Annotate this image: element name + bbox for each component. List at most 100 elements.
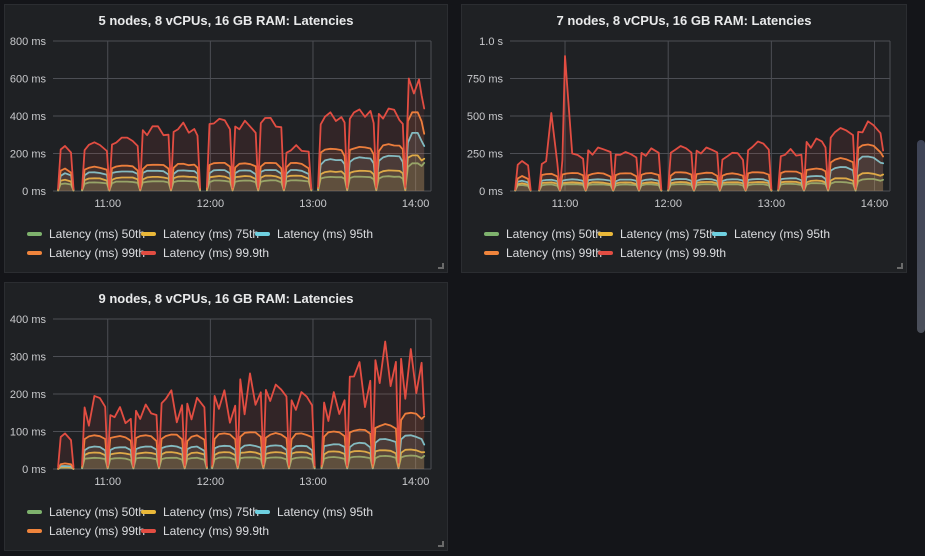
y-tick-label: 600 ms [10, 74, 47, 86]
panel-title[interactable]: 7 nodes, 8 vCPUs, 16 GB RAM: Latencies [556, 13, 812, 28]
x-tick-label: 11:00 [94, 198, 121, 210]
series-p999-line[interactable] [206, 117, 313, 190]
series-p99-line[interactable] [320, 411, 426, 468]
series-p99-line[interactable] [57, 167, 75, 191]
y-tick-label: 1.0 s [479, 36, 503, 48]
series-p99-line[interactable] [211, 431, 316, 469]
series-p999-line[interactable] [538, 55, 663, 191]
series-p999-fill [321, 341, 425, 469]
panel-resize-handle-icon[interactable] [436, 539, 445, 548]
legend-swatch-icon [27, 528, 42, 533]
series-p999-fill [82, 390, 207, 469]
legend-label: Latency (ms) 75th [163, 226, 260, 241]
series-p99-fill [318, 112, 425, 191]
x-tick-label: 14:00 [861, 198, 889, 210]
series-p999-line[interactable] [81, 121, 201, 190]
legend-swatch-icon [27, 250, 42, 255]
series-p999-line[interactable] [57, 145, 75, 190]
series-p999-line[interactable] [320, 340, 426, 467]
legend-item-p95[interactable]: Latency (ms) 95th [255, 224, 373, 243]
legend-label: Latency (ms) 99.9th [163, 245, 270, 260]
series-p999-fill [778, 121, 884, 191]
x-tick-label: 11:00 [552, 198, 579, 210]
legend: Latency (ms) 50th Latency (ms) 75th Late… [484, 224, 906, 262]
y-tick-label: 0 ms [22, 464, 46, 476]
legend-item-p50[interactable]: Latency (ms) 50th [484, 224, 602, 243]
series-p99-line[interactable] [667, 171, 773, 191]
series-p95-fill [58, 173, 74, 191]
series-p95-fill [539, 179, 662, 191]
series-p999-line[interactable] [777, 120, 884, 190]
latency-chart[interactable]: 0 ms 200 ms 400 ms 600 ms 800 ms 11:00 12:00 13… [7, 33, 443, 215]
series-p99-line[interactable] [206, 162, 313, 191]
legend-item-p999[interactable]: Latency (ms) 99.9th [598, 243, 726, 262]
series-p999-line[interactable] [667, 140, 773, 190]
series-p99-line[interactable] [81, 162, 201, 191]
legend-item-p50[interactable]: Latency (ms) 50th [27, 224, 145, 243]
series-p95-fill [515, 180, 531, 191]
legend-swatch-icon [484, 250, 499, 255]
legend-swatch-icon [255, 231, 270, 236]
series-p75-fill [321, 449, 425, 469]
legend-swatch-icon [141, 250, 156, 255]
series-p99-line[interactable] [777, 143, 884, 191]
scrollbar-thumb[interactable] [917, 140, 925, 333]
legend-item-p50[interactable]: Latency (ms) 50th [27, 502, 145, 521]
series-p999-line[interactable] [317, 77, 426, 188]
series-p999-line[interactable] [81, 389, 208, 467]
latency-chart[interactable]: 0 ms 250 ms 500 ms 750 ms 1.0 s 11:00 12:00 13:… [464, 33, 902, 215]
panel-resize-handle-icon[interactable] [436, 261, 445, 270]
series-p99-fill [82, 163, 201, 191]
series-p50-fill [82, 457, 207, 469]
legend-item-p75[interactable]: Latency (ms) 75th [141, 224, 259, 243]
y-tick-label: 750 ms [467, 74, 504, 86]
legend: Latency (ms) 50th Latency (ms) 75th Late… [27, 224, 447, 262]
legend-label: Latency (ms) 75th [163, 504, 260, 519]
panel-5-nodes-latencies: 5 nodes, 8 vCPUs, 16 GB RAM: Latencies 0… [4, 4, 448, 273]
series-p999-fill [58, 433, 74, 469]
x-tick-label: 11:00 [94, 476, 121, 488]
legend-item-p999[interactable]: Latency (ms) 99.9th [141, 521, 269, 540]
series-p99-fill [58, 168, 74, 191]
legend-swatch-icon [141, 528, 156, 533]
x-tick-label: 13:00 [299, 198, 327, 210]
series-p999-fill [539, 56, 662, 191]
series-p99-fill [212, 432, 315, 469]
legend-label: Latency (ms) 99th [49, 245, 146, 260]
legend-label: Latency (ms) 95th [277, 226, 374, 241]
series-p75-fill [212, 451, 315, 469]
panel-title[interactable]: 5 nodes, 8 vCPUs, 16 GB RAM: Latencies [98, 13, 354, 28]
y-tick-label: 800 ms [10, 36, 47, 48]
series-p999-line[interactable] [211, 372, 316, 467]
x-tick-label: 13:00 [299, 476, 327, 488]
series-p99-line[interactable] [514, 175, 532, 192]
legend-label: Latency (ms) 75th [620, 226, 717, 241]
panel-title[interactable]: 9 nodes, 8 vCPUs, 16 GB RAM: Latencies [98, 291, 354, 306]
legend-item-p75[interactable]: Latency (ms) 75th [598, 224, 716, 243]
series-p999-line[interactable] [57, 432, 75, 469]
legend-item-p75[interactable]: Latency (ms) 75th [141, 502, 259, 521]
legend-item-p95[interactable]: Latency (ms) 95th [712, 224, 830, 243]
series-p95-fill [212, 445, 315, 469]
series-p999-fill [58, 146, 74, 191]
legend-item-p999[interactable]: Latency (ms) 99.9th [141, 243, 269, 262]
legend-item-p95[interactable]: Latency (ms) 95th [255, 502, 373, 521]
series-p99-fill [515, 176, 531, 191]
legend-item-p99[interactable]: Latency (ms) 99th [27, 521, 145, 540]
series-p99-line[interactable] [57, 462, 75, 470]
legend-swatch-icon [598, 231, 613, 236]
legend-item-p99[interactable]: Latency (ms) 99th [484, 243, 602, 262]
y-tick-label: 0 ms [22, 186, 46, 198]
series-p999-line[interactable] [514, 160, 532, 191]
y-tick-label: 200 ms [10, 389, 47, 401]
series-p999-fill [668, 141, 772, 191]
legend-swatch-icon [141, 509, 156, 514]
legend-swatch-icon [712, 231, 727, 236]
legend-item-p99[interactable]: Latency (ms) 99th [27, 243, 145, 262]
panel-resize-handle-icon[interactable] [895, 261, 904, 270]
series-p99-fill [668, 172, 772, 191]
series-p95-fill [318, 132, 425, 191]
legend-swatch-icon [598, 250, 613, 255]
latency-chart[interactable]: 0 ms 100 ms 200 ms 300 ms 400 ms 11:00 12:00 13… [7, 311, 443, 493]
legend-label: Latency (ms) 50th [506, 226, 603, 241]
